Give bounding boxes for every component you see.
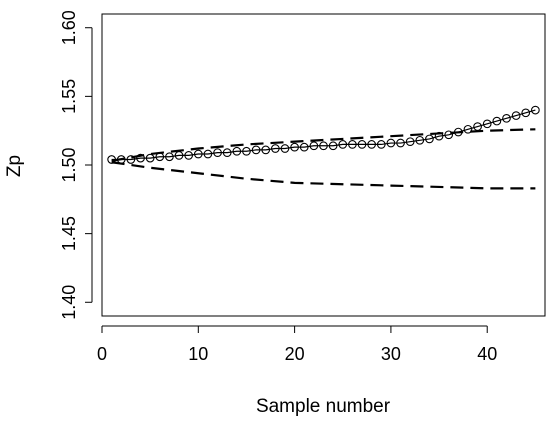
data-point bbox=[367, 140, 377, 149]
data-point bbox=[463, 124, 473, 134]
data-point bbox=[482, 119, 492, 129]
data-point bbox=[270, 144, 280, 153]
data-point bbox=[444, 130, 454, 140]
data-point bbox=[386, 138, 396, 148]
data-point bbox=[261, 145, 271, 155]
x-tick-label: 0 bbox=[97, 344, 107, 364]
dashed-bound-line-1 bbox=[111, 128, 536, 162]
x-tick-label: 20 bbox=[285, 344, 305, 364]
x-tick-label: 10 bbox=[188, 344, 208, 364]
data-point bbox=[405, 137, 415, 147]
data-point bbox=[492, 116, 502, 126]
y-tick-label: 1.50 bbox=[59, 147, 79, 182]
data-point bbox=[203, 149, 213, 159]
data-point bbox=[319, 141, 328, 151]
data-point bbox=[348, 140, 357, 149]
data-point bbox=[376, 140, 386, 149]
series-layer bbox=[107, 105, 540, 190]
data-point bbox=[193, 149, 203, 159]
data-point bbox=[299, 142, 309, 152]
y-axis: 1.40 1.45 1.50 1.55 1.60 bbox=[59, 10, 93, 320]
y-axis-label: Zp bbox=[4, 155, 25, 177]
x-axis: 0 10 20 30 40 bbox=[97, 325, 497, 364]
x-tick-label: 40 bbox=[477, 344, 497, 364]
data-point bbox=[145, 153, 155, 163]
y-tick-label: 1.55 bbox=[59, 79, 79, 114]
x-tick-label: 30 bbox=[381, 344, 401, 364]
data-point bbox=[531, 105, 540, 115]
data-point bbox=[396, 138, 405, 148]
data-point bbox=[126, 155, 136, 164]
data-point bbox=[338, 140, 348, 149]
x-axis-label: Sample number bbox=[256, 396, 391, 417]
data-point bbox=[232, 146, 242, 156]
dashed-bound-line-2 bbox=[111, 161, 536, 190]
data-point bbox=[511, 111, 521, 120]
data-point bbox=[213, 148, 222, 157]
data-point bbox=[502, 113, 511, 123]
data-point bbox=[165, 152, 174, 162]
data-point bbox=[184, 151, 194, 160]
data-point bbox=[251, 145, 261, 155]
data-point bbox=[136, 153, 145, 163]
y-tick-label: 1.45 bbox=[59, 216, 79, 251]
data-point bbox=[415, 135, 425, 145]
y-tick-label: 1.60 bbox=[59, 10, 79, 45]
y-tick-label: 1.40 bbox=[59, 285, 79, 320]
data-point bbox=[425, 134, 434, 144]
data-point bbox=[521, 108, 531, 118]
data-point bbox=[242, 146, 251, 156]
data-point bbox=[309, 141, 319, 151]
data-point bbox=[357, 140, 367, 149]
data-point bbox=[222, 148, 232, 157]
plot-frame bbox=[101, 13, 546, 317]
data-point bbox=[280, 144, 290, 153]
data-point bbox=[290, 142, 299, 152]
data-point bbox=[328, 141, 338, 151]
